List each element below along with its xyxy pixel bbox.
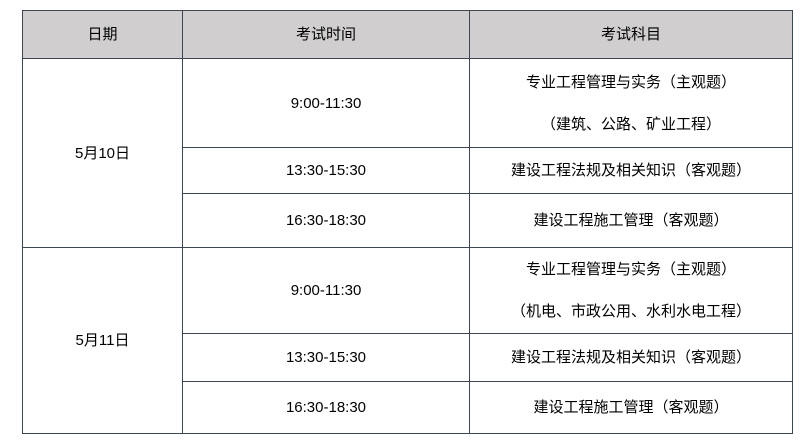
table-row: 13:30-15:30 建设工程法规及相关知识（客观题）: [23, 147, 793, 194]
subject-line: （建筑、公路、矿业工程）: [540, 115, 721, 133]
subject-cell: 专业工程管理与实务（主观题） （建筑、公路、矿业工程）: [469, 58, 793, 148]
time-cell: 9:00-11:30: [182, 247, 470, 334]
subject-line: 专业工程管理与实务（主观题）: [525, 261, 736, 278]
date-cell-may-11: 5月11日: [22, 247, 183, 434]
table-row: 5月10日 9:00-11:30 专业工程管理与实务（主观题） （建筑、公路、矿…: [22, 58, 793, 248]
table-row: 16:30-18:30 建设工程施工管理（客观题）: [23, 193, 793, 248]
exam-schedule-table: 日期 考试时间 考试科目 5月10日 9:00-11:30 专业工程管理与实务（…: [22, 10, 793, 434]
time-cell: 13:30-15:30: [182, 147, 470, 194]
time-cell: 16:30-18:30: [182, 193, 470, 248]
subject-line: （机电、市政公用、水利水电工程）: [510, 303, 751, 320]
table-row: 5月11日 9:00-11:30 专业工程管理与实务（主观题） （机电、市政公用…: [22, 247, 793, 434]
time-cell: 13:30-15:30: [182, 333, 470, 382]
header-date: 日期: [22, 10, 183, 59]
subject-cell: 建设工程法规及相关知识（客观题）: [469, 147, 793, 194]
subject-line: 建设工程施工管理（客观题）: [533, 399, 729, 416]
date-cell-may-10: 5月10日: [22, 58, 183, 248]
table-row: 13:30-15:30 建设工程法规及相关知识（客观题）: [23, 333, 793, 382]
subject-cell: 建设工程施工管理（客观题）: [469, 381, 793, 434]
subject-line: 建设工程法规及相关知识（客观题）: [510, 349, 751, 366]
subject-line: 建设工程施工管理（客观题）: [533, 212, 729, 229]
header-exam-subject: 考试科目: [469, 10, 793, 59]
subject-cell: 专业工程管理与实务（主观题） （机电、市政公用、水利水电工程）: [469, 247, 793, 334]
subject-cell: 建设工程施工管理（客观题）: [469, 193, 793, 248]
time-cell: 16:30-18:30: [182, 381, 470, 434]
subject-cell: 建设工程法规及相关知识（客观题）: [469, 333, 793, 382]
subject-line: 专业工程管理与实务（主观题）: [525, 73, 736, 91]
table-row: 16:30-18:30 建设工程施工管理（客观题）: [23, 381, 793, 434]
subject-line: 建设工程法规及相关知识（客观题）: [510, 162, 751, 179]
time-cell: 9:00-11:30: [182, 58, 470, 148]
table-header-row: 日期 考试时间 考试科目: [22, 10, 793, 59]
header-exam-time: 考试时间: [182, 10, 470, 59]
